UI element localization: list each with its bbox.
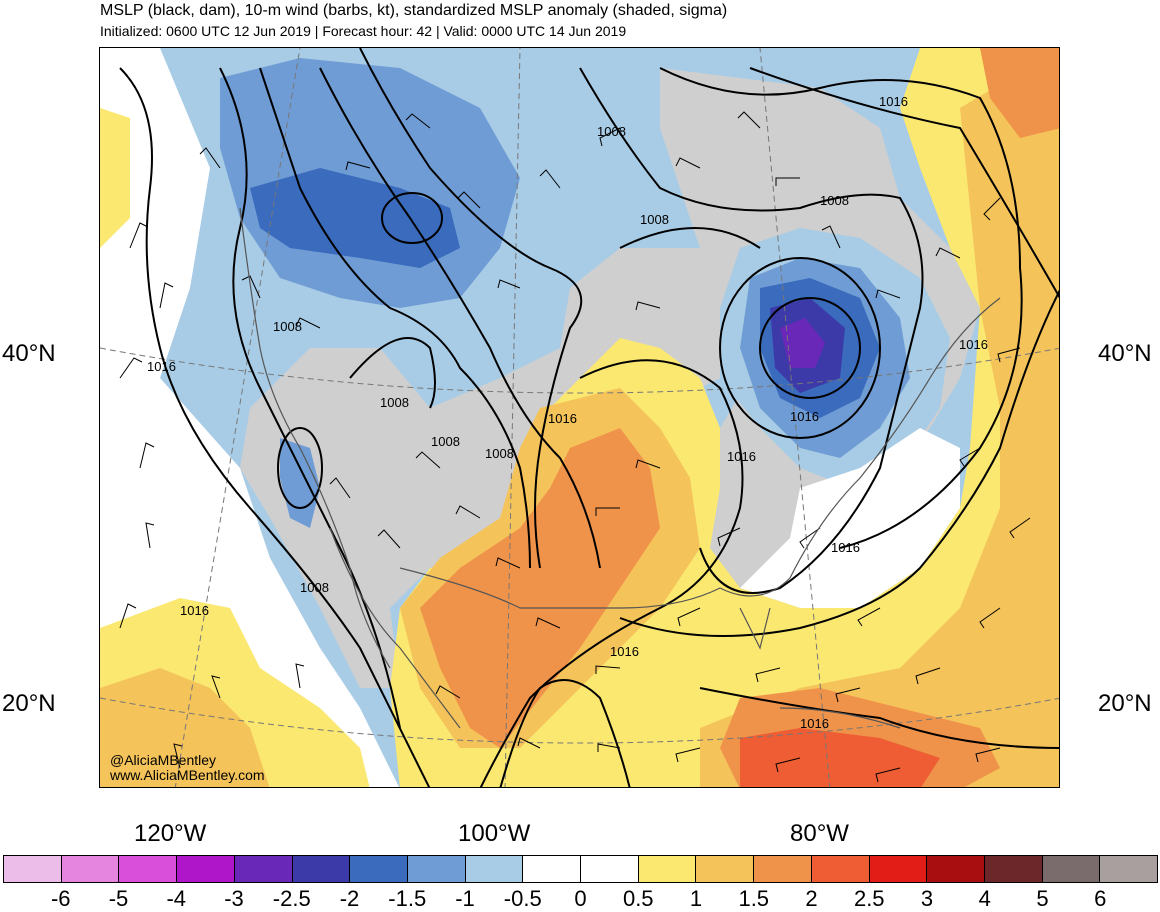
isobar-closed-utah bbox=[277, 427, 323, 509]
colorbar-tick-label: 2.5 bbox=[853, 886, 885, 911]
colorbar-tick-label: 1.5 bbox=[738, 886, 770, 911]
lat-label-20-right: 20°N bbox=[1098, 690, 1152, 717]
colorbar-tick-label: -4 bbox=[166, 886, 187, 911]
isobar-label: 1016 bbox=[959, 337, 988, 352]
colorbar-swatch bbox=[4, 856, 62, 882]
lat-label-40-left: 40°N bbox=[2, 340, 56, 367]
colorbar-tick-label: 4 bbox=[978, 886, 991, 911]
isobar-label: 1008 bbox=[597, 124, 626, 139]
anomaly-yellow-west bbox=[100, 108, 130, 248]
anomaly-gold-east bbox=[700, 49, 1059, 787]
isobar-closed-northeast-inner bbox=[759, 297, 861, 399]
colorbar-swatch bbox=[754, 856, 812, 882]
colorbar-swatch bbox=[696, 856, 755, 882]
isobar-label: 1016 bbox=[180, 603, 209, 618]
colorbar-tick-label: 3 bbox=[920, 886, 934, 911]
colorbar-tick-label: -2 bbox=[339, 886, 360, 911]
isobar-closed-northeast-outer bbox=[719, 257, 881, 439]
isobar-label: 1016 bbox=[727, 449, 756, 464]
credit-website: www.AliciaMBentley.com bbox=[110, 767, 265, 783]
isobar-label: 1008 bbox=[300, 580, 329, 595]
anomaly-blue-mid-utah bbox=[280, 438, 320, 528]
colorbar-swatch bbox=[465, 856, 524, 882]
map-panel: 1016 1008 1008 1016 1008 1008 1008 1008 … bbox=[99, 47, 1060, 788]
weather-map: 1016 1008 1008 1016 1008 1008 1008 1008 … bbox=[100, 48, 1059, 787]
isobar-label-group: 1016 1008 1008 1016 1008 1008 1008 1008 … bbox=[147, 94, 988, 731]
isobar-label: 1016 bbox=[831, 540, 860, 555]
colorbar-swatch bbox=[869, 856, 928, 882]
colorbar-swatch bbox=[119, 856, 178, 882]
colorbar-tick-label: -1 bbox=[455, 886, 475, 911]
colorbar-tick-label: -2.5 bbox=[272, 886, 311, 911]
colorbar-tick-label: 2 bbox=[805, 886, 818, 911]
colorbar-tick-label: 5 bbox=[1036, 886, 1049, 911]
colorbar-swatch bbox=[581, 856, 639, 882]
colorbar-swatch bbox=[927, 856, 985, 882]
lon-label-120: 120°W bbox=[134, 820, 207, 847]
colorbar-swatch bbox=[177, 856, 235, 882]
colorbar-swatch bbox=[1042, 856, 1101, 882]
isobar-label: 1008 bbox=[640, 212, 669, 227]
anomaly-gold-southwest bbox=[100, 668, 270, 787]
colorbar-tick-label: -0.5 bbox=[503, 886, 542, 911]
anomaly-purple-northeast bbox=[780, 318, 825, 368]
isobar-label: 1008 bbox=[485, 446, 514, 461]
colorbar-tick-label: 0 bbox=[574, 886, 587, 911]
isobar-label: 1008 bbox=[431, 434, 460, 449]
chart-subtitle: Initialized: 0600 UTC 12 Jun 2019 | Fore… bbox=[100, 23, 627, 39]
isobar-label: 1008 bbox=[273, 319, 302, 334]
colorbar-tick-label: 1 bbox=[689, 886, 703, 911]
colorbar-swatch bbox=[984, 856, 1043, 882]
colorbar-swatch bbox=[234, 856, 293, 882]
isobars bbox=[119, 48, 1059, 787]
colorbar-tick-label: 6 bbox=[1094, 886, 1107, 911]
chart-title: MSLP (black, dam), 10-m wind (barbs, kt)… bbox=[100, 2, 728, 19]
colorbar bbox=[3, 855, 1158, 883]
colorbar-tick-label: -5 bbox=[108, 886, 129, 911]
lat-label-40-right: 40°N bbox=[1098, 340, 1152, 367]
isobar-label: 1016 bbox=[610, 644, 639, 659]
lat-label-20-left: 20°N bbox=[2, 690, 56, 717]
colorbar-swatch bbox=[292, 856, 351, 882]
colorbar-swatch bbox=[61, 856, 120, 882]
isobar-label: 1016 bbox=[879, 94, 908, 109]
isobar-label: 1016 bbox=[548, 411, 577, 426]
colorbar-swatch bbox=[811, 856, 870, 882]
isobar-closed-northwest bbox=[381, 192, 443, 244]
colorbar-tick-label: -6 bbox=[50, 886, 71, 911]
isobar-label: 1016 bbox=[147, 359, 176, 374]
colorbar-swatch bbox=[350, 856, 408, 882]
wind-barbs bbox=[119, 111, 1031, 783]
graticule bbox=[100, 48, 1059, 787]
lon-label-100: 100°W bbox=[458, 820, 531, 847]
colorbar-tick-label: -3 bbox=[224, 886, 244, 911]
isobar-label: 1008 bbox=[380, 395, 409, 410]
colorbar-swatch bbox=[638, 856, 697, 882]
colorbar-swatch bbox=[407, 856, 466, 882]
colorbar-tick-label: -1.5 bbox=[388, 886, 427, 911]
isobar-label: 1016 bbox=[790, 409, 819, 424]
lon-label-80: 80°W bbox=[790, 820, 849, 847]
coastlines bbox=[239, 207, 1001, 729]
colorbar-swatch bbox=[523, 856, 582, 882]
anomaly-red-caribbean bbox=[740, 728, 940, 787]
isobar-label: 1016 bbox=[800, 716, 829, 731]
anomaly-orange-northeast-corner bbox=[980, 48, 1059, 138]
colorbar-swatch bbox=[1100, 856, 1158, 882]
credit-handle: @AliciaMBentley bbox=[110, 752, 217, 768]
isobar-label: 1008 bbox=[820, 193, 849, 208]
colorbar-tick-label: 0.5 bbox=[622, 886, 654, 911]
